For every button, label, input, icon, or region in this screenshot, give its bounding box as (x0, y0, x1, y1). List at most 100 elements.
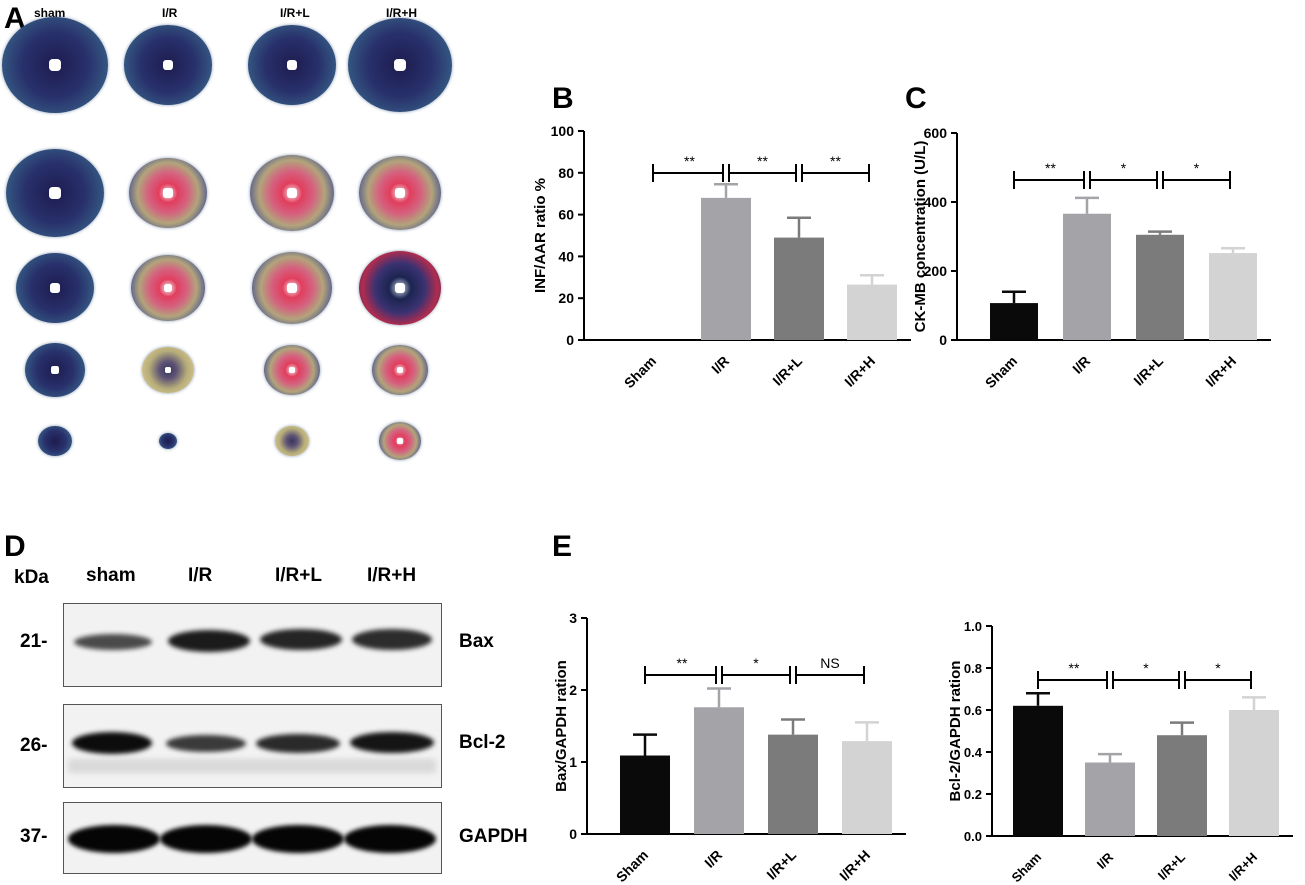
blot-strip-gapdh (63, 802, 442, 874)
bar-sham (620, 755, 670, 834)
y-axis-label: CK-MB concentration (U/L) (912, 141, 929, 333)
band-bax-sham (74, 634, 152, 650)
y-tick-label: 0.4 (964, 745, 983, 760)
protein-label-gapdh: GAPDH (459, 826, 528, 847)
bar-irh (847, 284, 897, 340)
band-bcl2-ir (166, 735, 246, 752)
protein-label-bcl2: Bcl-2 (459, 732, 506, 753)
heart-slice (159, 432, 177, 450)
band-gapdh-irl (252, 825, 344, 853)
kda-label: kDa (14, 567, 49, 588)
heart-slice-lumen (395, 188, 405, 198)
y-tick-label: 20 (558, 290, 574, 306)
heart-slice-lumen (393, 58, 407, 72)
band-bcl2-sham (72, 732, 152, 754)
chart-infarct-ratio: 0 20 40 60 80 100 INF/AAR ratio % Sham I/R I/R+L I… (532, 123, 911, 391)
mw-marker-37: 37- (20, 826, 48, 847)
panel-a-header-irh: I/R+H (386, 6, 418, 20)
sig-label: * (1121, 160, 1127, 176)
sig-label: ** (684, 153, 695, 169)
y-axis-label: Bax/GAPDH ration (553, 660, 570, 792)
bar-ir (1063, 213, 1111, 340)
sig-label: * (753, 655, 759, 671)
y-tick-label: 0 (939, 332, 947, 348)
x-tick-label: I/R (701, 847, 725, 871)
band-gapdh-ir (160, 825, 252, 853)
blot-strip-bcl2 (63, 704, 442, 788)
panel-a-header-sham: sham (34, 6, 66, 20)
y-axis-label: INF/AAR ratio % (532, 178, 549, 293)
bar-irl (774, 237, 824, 340)
heart-slice-lumen (397, 438, 403, 444)
y-tick-label: 1 (569, 754, 577, 770)
bar-irh (1209, 253, 1257, 340)
band-bax-irh (352, 629, 432, 650)
band-bax-ir (168, 630, 250, 652)
heart-slice (38, 425, 72, 457)
heart-slice-lumen (286, 59, 298, 71)
heart-slice-lumen (395, 283, 405, 293)
heart-slice-lumen (287, 283, 297, 293)
blot-strip-bax (63, 603, 442, 687)
heart-slice-lumen (288, 366, 296, 374)
x-tick-label: Sham (982, 353, 1020, 391)
bar-ir (694, 707, 744, 834)
sig-label: ** (830, 153, 841, 169)
sig-label: ** (1069, 660, 1080, 676)
panel-a-header-irl: I/R+L (280, 6, 310, 20)
protein-label-bax: Bax (459, 631, 494, 652)
sig-label: * (1143, 660, 1149, 676)
sig-label: * (1194, 160, 1200, 176)
band-bcl2-irl (256, 734, 340, 753)
heart-slice-lumen (162, 59, 174, 71)
y-tick-label: 60 (558, 207, 574, 223)
lane-label-irh: I/R+H (367, 565, 417, 586)
y-tick-label: 2 (569, 682, 577, 698)
bar-irl (768, 734, 818, 834)
y-tick-label: 600 (924, 125, 948, 141)
lane-label-ir: I/R (188, 565, 213, 586)
y-tick-label: 3 (569, 610, 577, 626)
x-tick-label: I/R+L (1155, 849, 1188, 882)
panel-label-b: B (552, 82, 574, 115)
bar-ir (701, 197, 751, 340)
x-tick-label: I/R+H (1226, 850, 1260, 884)
heart-slice (275, 425, 309, 457)
bar-sham (1013, 705, 1063, 836)
heart-slice-lumen (163, 283, 173, 293)
lane-label-sham: sham (86, 565, 136, 586)
chart-bcl2-gapdh: 0.0 0.2 0.4 0.6 0.8 1.0 Bcl-2/GAPDH ration Sham… (947, 619, 1293, 885)
bar-ir (1085, 762, 1135, 836)
blot-background-smear (68, 759, 436, 773)
y-tick-label: 0 (569, 826, 577, 842)
y-tick-label: 200 (924, 263, 948, 279)
x-tick-label: I/R (708, 353, 732, 377)
y-tick-label: 0.0 (964, 829, 982, 844)
heart-slice-lumen (49, 187, 61, 199)
band-bax-irl (260, 629, 342, 650)
heart-slice-lumen (164, 366, 172, 374)
y-tick-label: 400 (924, 194, 948, 210)
x-tick-label: I/R (1094, 849, 1117, 872)
y-tick-label: 0 (566, 332, 574, 348)
x-tick-label: I/R (1069, 353, 1093, 377)
heart-slice-lumen (48, 58, 62, 72)
mw-marker-21: 21- (20, 631, 48, 652)
lane-label-irl: I/R+L (275, 565, 322, 586)
sig-label: * (1215, 660, 1221, 676)
heart-slice-lumen (286, 187, 298, 199)
sig-label: ** (677, 655, 688, 671)
bar-sham (990, 303, 1038, 340)
sig-label: NS (820, 655, 839, 671)
band-gapdh-irh (344, 825, 436, 853)
panel-label-a: A (4, 2, 26, 35)
heart-slice-lumen (50, 283, 60, 293)
x-tick-label: Sham (621, 353, 659, 391)
bar-irl (1157, 735, 1207, 836)
x-tick-label: I/R+H (836, 847, 873, 884)
panel-a-header-ir: I/R (162, 6, 178, 20)
x-tick-label: I/R+L (763, 846, 799, 882)
heart-slice-lumen (396, 366, 404, 374)
